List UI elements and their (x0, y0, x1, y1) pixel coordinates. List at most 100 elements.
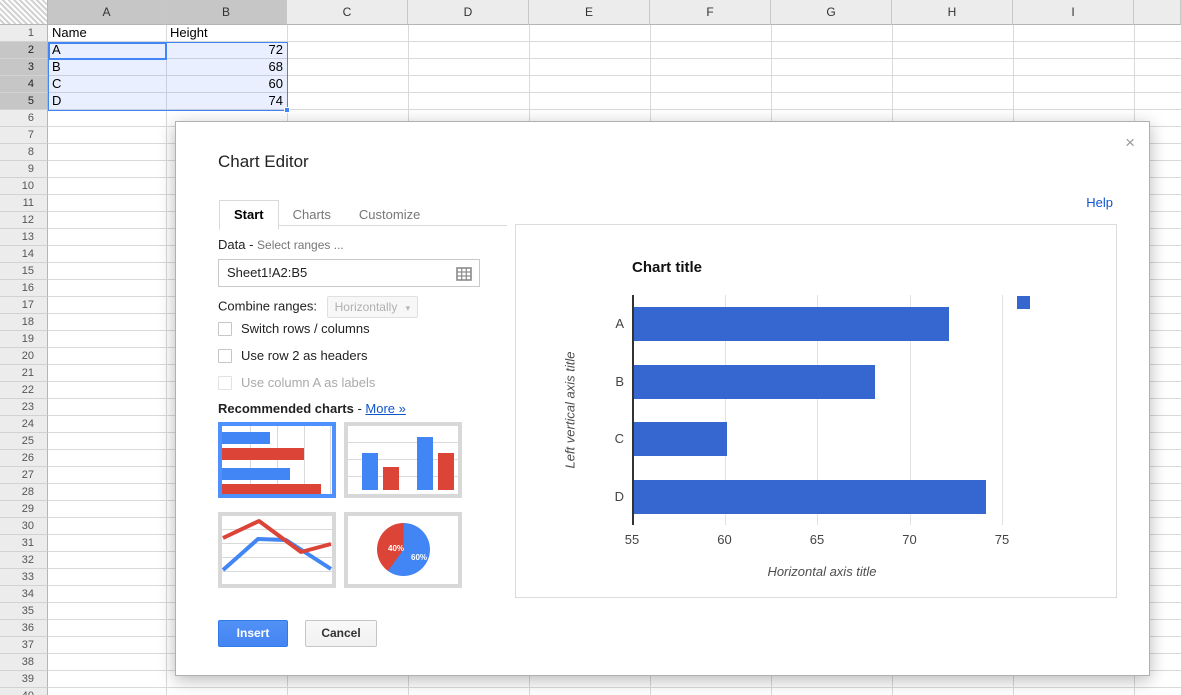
close-icon[interactable]: × (1125, 133, 1135, 152)
row-header-15[interactable]: 15 (0, 263, 48, 280)
thumbnail-pie-chart[interactable]: 40% 60% (344, 512, 462, 588)
row-header-32[interactable]: 32 (0, 552, 48, 569)
row-header-26[interactable]: 26 (0, 450, 48, 467)
cancel-button[interactable]: Cancel (305, 620, 377, 647)
insert-button[interactable]: Insert (218, 620, 288, 647)
range-input[interactable]: Sheet1!A2:B5 (218, 259, 480, 287)
row-header-14[interactable]: 14 (0, 246, 48, 263)
row-header-34[interactable]: 34 (0, 586, 48, 603)
category-label-C: C (614, 431, 624, 446)
thumbnail-column-chart[interactable] (344, 422, 462, 498)
row-header-4[interactable]: 4 (0, 76, 48, 93)
thumbnail-column-chart-graphic (348, 426, 458, 494)
cell-B3[interactable]: 68 (268, 59, 283, 74)
row-header-2[interactable]: 2 (0, 42, 48, 59)
category-label-D: D (614, 488, 624, 504)
row-header-3[interactable]: 3 (0, 59, 48, 76)
thumbnail-line-chart[interactable] (218, 512, 336, 588)
row-header-13[interactable]: 13 (0, 229, 48, 246)
row-header-25[interactable]: 25 (0, 433, 48, 450)
checkbox-label-0: Switch rows / columns (241, 321, 370, 336)
column-header-B[interactable]: B (166, 0, 287, 25)
column-header-F[interactable]: F (650, 0, 771, 25)
checkbox-row-0: Switch rows / columns (218, 321, 370, 336)
combine-ranges-select: Horizontally ▾ (326, 296, 419, 318)
column-header-G[interactable]: G (771, 0, 892, 25)
column-header-E[interactable]: E (529, 0, 650, 25)
cell-A1[interactable]: Name (52, 25, 87, 40)
row-header-36[interactable]: 36 (0, 620, 48, 637)
row-header-20[interactable]: 20 (0, 348, 48, 365)
cell-A3[interactable]: B (52, 59, 61, 74)
row-header-1[interactable]: 1 (0, 25, 48, 42)
selection-range (48, 42, 288, 111)
checkbox-0[interactable] (218, 321, 232, 336)
combine-ranges-label: Combine ranges: (218, 298, 317, 314)
row-header-39[interactable]: 39 (0, 671, 48, 688)
line-series-red (222, 519, 332, 554)
row-header-28[interactable]: 28 (0, 484, 48, 501)
tick-label-65: 65 (809, 532, 825, 547)
select-range-grid-icon[interactable] (456, 267, 472, 281)
row-header-18[interactable]: 18 (0, 314, 48, 331)
tab-charts[interactable]: Charts (292, 207, 331, 222)
row-header-31[interactable]: 31 (0, 535, 48, 552)
row-header-17[interactable]: 17 (0, 297, 48, 314)
cell-B1[interactable]: Height (170, 25, 208, 40)
row-header-23[interactable]: 23 (0, 399, 48, 416)
more-link[interactable]: More » (365, 401, 406, 416)
cell-B4[interactable]: 60 (268, 76, 283, 91)
row-header-33[interactable]: 33 (0, 569, 48, 586)
cell-B5[interactable]: 74 (268, 93, 283, 108)
row-header-21[interactable]: 21 (0, 365, 48, 382)
gridline-65 (817, 295, 818, 525)
row-header-7[interactable]: 7 (0, 127, 48, 144)
tab-customize[interactable]: Customize (358, 207, 421, 222)
select-all-corner[interactable] (0, 0, 48, 25)
active-cell[interactable] (48, 42, 167, 60)
column-header-I[interactable]: I (1013, 0, 1134, 25)
chart-plot-area: 55 60 65 70 75 A B C D (615, 295, 1012, 547)
row-header-16[interactable]: 16 (0, 280, 48, 297)
data-section-label: Data - Select ranges ... (218, 237, 344, 252)
category-label-B: B (615, 373, 624, 389)
row-header-38[interactable]: 38 (0, 654, 48, 671)
row-header-11[interactable]: 11 (0, 195, 48, 212)
row-header-24[interactable]: 24 (0, 416, 48, 433)
tick-label-75: 75 (994, 532, 1010, 547)
row-header-29[interactable]: 29 (0, 501, 48, 518)
range-value: Sheet1!A2:B5 (227, 265, 308, 280)
cell-A5[interactable]: D (52, 93, 62, 108)
row-header-9[interactable]: 9 (0, 161, 48, 178)
column-header-C[interactable]: C (287, 0, 408, 25)
row-header-10[interactable]: 10 (0, 178, 48, 195)
row-header-35[interactable]: 35 (0, 603, 48, 620)
select-ranges-label[interactable]: Select ranges ... (257, 238, 344, 252)
column-header-A[interactable]: A (48, 0, 166, 25)
row-header-30[interactable]: 30 (0, 518, 48, 535)
help-link[interactable]: Help (1086, 195, 1113, 210)
row-header-12[interactable]: 12 (0, 212, 48, 229)
checkbox-1[interactable] (218, 348, 232, 363)
recommended-charts-header: Recommended charts - More » (218, 401, 406, 416)
checkbox-row-1: Use row 2 as headers (218, 348, 367, 363)
fill-handle[interactable] (284, 107, 290, 113)
row-header-37[interactable]: 37 (0, 637, 48, 654)
column-header-D[interactable]: D (408, 0, 529, 25)
row-header-5[interactable]: 5 (0, 93, 48, 110)
thumbnail-bar-chart[interactable] (218, 422, 336, 498)
cell-A2[interactable]: A (52, 42, 61, 57)
row-header-8[interactable]: 8 (0, 144, 48, 161)
column-header-partial[interactable] (1134, 0, 1181, 25)
column-header-H[interactable]: H (892, 0, 1013, 25)
tab-start[interactable]: Start (219, 200, 279, 230)
cell-B2[interactable]: 72 (268, 42, 283, 57)
row-header-40[interactable]: 40 (0, 688, 48, 695)
tick-label-60: 60 (717, 532, 732, 547)
cell-A4[interactable]: C (52, 76, 62, 91)
row-header-27[interactable]: 27 (0, 467, 48, 484)
row-header-6[interactable]: 6 (0, 110, 48, 127)
row-header-19[interactable]: 19 (0, 331, 48, 348)
row-header-22[interactable]: 22 (0, 382, 48, 399)
thumbnail-pie-chart-graphic: 40% 60% (348, 516, 458, 584)
